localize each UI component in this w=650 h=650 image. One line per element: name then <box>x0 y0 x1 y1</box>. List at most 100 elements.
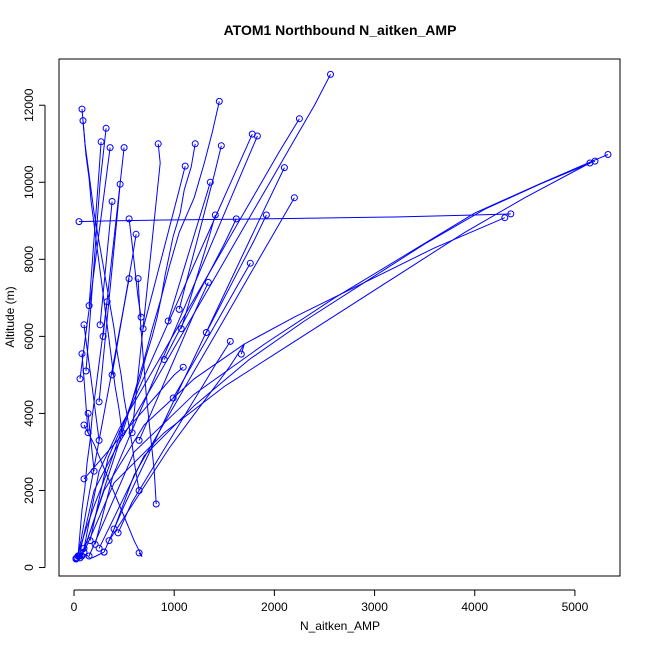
x-tick-label: 0 <box>71 600 78 614</box>
series-line-24 <box>83 366 184 480</box>
y-tick-label: 10000 <box>22 165 36 199</box>
series-line-30 <box>85 128 107 372</box>
data-point <box>108 198 116 205</box>
data-point <box>99 332 107 340</box>
series-line-17 <box>78 213 511 223</box>
series-line-34 <box>98 184 121 402</box>
series-line-12 <box>103 167 285 553</box>
series-line-3 <box>82 120 140 491</box>
data-point <box>120 144 128 152</box>
series-lines <box>75 74 609 560</box>
chart-title: ATOM1 Northbound N_aitken_AMP <box>224 22 457 38</box>
x-tick-label: 3000 <box>361 600 388 614</box>
data-point <box>100 548 108 556</box>
data-point <box>102 124 110 132</box>
data-point <box>202 329 210 336</box>
x-tick-label: 2000 <box>261 600 288 614</box>
y-tick-label: 4000 <box>22 400 36 427</box>
data-point <box>135 436 143 444</box>
data-point <box>125 275 133 283</box>
series-line-39 <box>81 353 89 433</box>
series-line-35 <box>178 145 222 310</box>
data-point <box>290 194 298 202</box>
series-line-28 <box>180 214 216 329</box>
data-point <box>79 117 87 125</box>
series-line-21 <box>131 143 161 433</box>
data-point <box>80 321 88 329</box>
data-point <box>103 298 111 306</box>
series-line-1 <box>75 143 196 559</box>
data-point <box>204 278 212 286</box>
series-line-41 <box>128 218 142 318</box>
data-point <box>86 537 94 545</box>
data-point <box>177 325 185 333</box>
data-point <box>85 552 93 560</box>
data-point <box>139 325 147 333</box>
data-point <box>132 230 140 238</box>
data-point <box>211 211 219 219</box>
x-tick-label: 1000 <box>161 600 188 614</box>
data-point <box>237 350 245 358</box>
data-point <box>90 467 98 475</box>
series-line-6 <box>79 147 111 379</box>
data-point <box>206 178 214 186</box>
data-point <box>75 218 83 226</box>
data-point <box>175 305 183 313</box>
y-tick-label: 0 <box>22 564 36 571</box>
data-point <box>295 115 303 123</box>
data-point <box>78 552 86 560</box>
data-point <box>95 544 103 552</box>
data-point <box>181 162 189 170</box>
data-point <box>105 537 113 545</box>
data-point <box>215 97 223 105</box>
data-point <box>327 70 334 78</box>
data-point <box>116 180 124 188</box>
series-line-5 <box>77 301 108 557</box>
y-axis-label: Altitude (m) <box>3 286 17 347</box>
data-point <box>114 529 122 537</box>
data-point <box>108 371 116 379</box>
series-line-19 <box>117 341 231 534</box>
data-point <box>80 548 88 556</box>
data-point <box>586 159 594 167</box>
data-point <box>253 132 261 140</box>
series-line-20 <box>108 343 245 541</box>
series-line-15 <box>98 160 596 549</box>
data-point <box>135 487 143 494</box>
data-point <box>191 140 199 148</box>
y-tick-label: 6000 <box>22 323 36 350</box>
data-point <box>118 429 126 437</box>
data-point <box>95 436 103 444</box>
data-point <box>152 500 160 508</box>
series-line-14 <box>88 154 609 557</box>
data-point <box>232 215 240 223</box>
x-tick-label: 5000 <box>562 600 589 614</box>
data-point <box>110 525 118 533</box>
data-point <box>80 475 88 483</box>
x-tick-label: 4000 <box>461 600 488 614</box>
data-point <box>106 144 114 152</box>
y-tick-label: 8000 <box>22 246 36 273</box>
series-line-42 <box>99 201 113 325</box>
series-line-29 <box>205 214 267 333</box>
data-point <box>160 356 168 363</box>
series-line-4 <box>81 109 123 433</box>
data-point <box>154 140 162 148</box>
data-point <box>125 215 133 223</box>
series-line-10 <box>89 133 253 541</box>
data-point <box>137 313 145 321</box>
data-point <box>80 421 88 429</box>
series-line-36 <box>167 182 211 322</box>
series-line-13 <box>113 197 295 530</box>
y-tick-label: 12000 <box>22 88 36 122</box>
data-point <box>217 142 225 150</box>
series-line-16 <box>83 162 591 553</box>
data-point <box>82 367 90 375</box>
data-point <box>76 375 84 383</box>
data-point <box>226 337 234 345</box>
data-point <box>507 210 515 218</box>
data-point <box>84 409 92 417</box>
x-axis: 0 1000 2000 3000 4000 5000 <box>71 589 589 614</box>
data-point <box>97 138 105 146</box>
